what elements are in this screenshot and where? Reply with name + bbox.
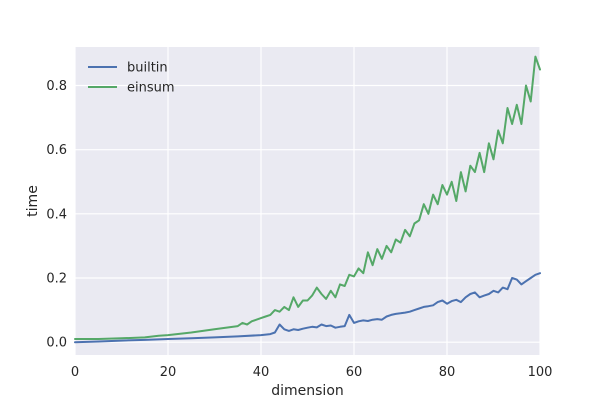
x-tick-labels: 0 20 40 60 80 100 xyxy=(71,365,553,380)
y-tick-labels: 0.0 0.2 0.4 0.6 0.8 xyxy=(46,79,67,351)
grid-lines xyxy=(74,47,541,355)
y-tick-label: 0.6 xyxy=(46,143,67,158)
x-tick-label: 80 xyxy=(439,365,456,380)
x-tick-label: 60 xyxy=(346,365,363,380)
legend-label-einsum: einsum xyxy=(127,81,175,96)
x-tick-label: 0 xyxy=(71,365,79,380)
x-axis-title: dimension xyxy=(271,383,344,399)
legend: builtin einsum xyxy=(88,61,175,96)
y-tick-label: 0.4 xyxy=(46,207,67,222)
plot-area xyxy=(75,47,540,355)
legend-label-builtin: builtin xyxy=(127,61,168,76)
y-tick-label: 0.0 xyxy=(46,336,67,351)
x-tick-label: 100 xyxy=(528,365,553,380)
x-tick-label: 20 xyxy=(160,365,177,380)
y-tick-label: 0.8 xyxy=(46,79,67,94)
series-line-einsum xyxy=(74,55,541,340)
y-tick-label: 0.2 xyxy=(46,272,67,287)
series-line-builtin xyxy=(74,272,541,344)
x-tick-label: 40 xyxy=(253,365,270,380)
series-lines xyxy=(74,55,541,344)
y-axis-title: time xyxy=(25,185,41,217)
